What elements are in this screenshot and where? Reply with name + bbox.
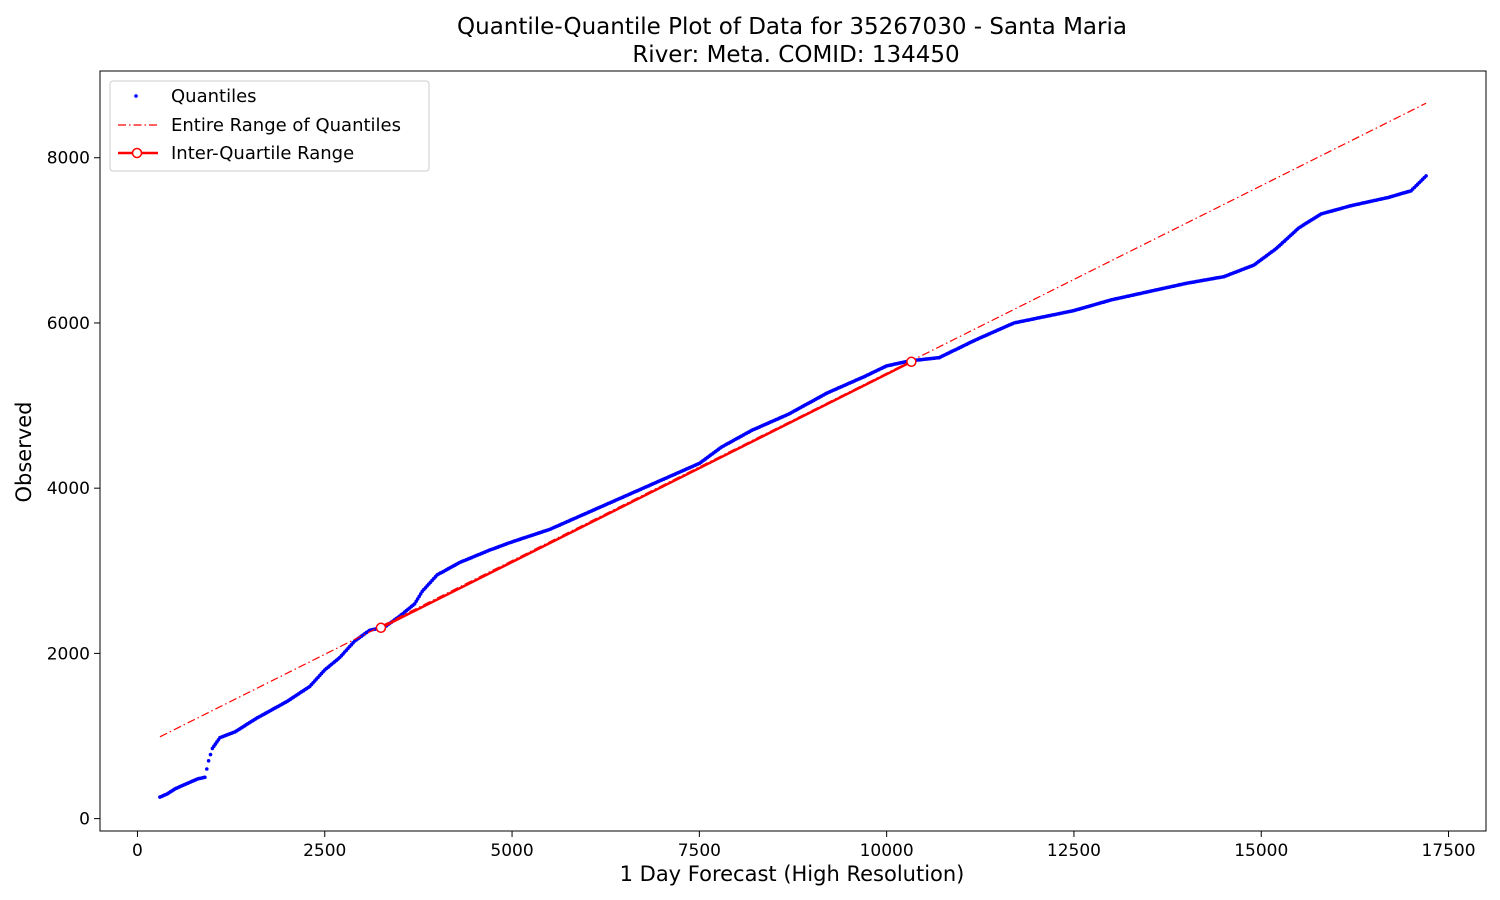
x-tick-label: 17500 bbox=[1421, 841, 1475, 861]
y-tick-label: 8000 bbox=[47, 149, 90, 169]
legend-entire-range-label: Entire Range of Quantiles bbox=[171, 115, 401, 136]
legend-iqr-marker bbox=[131, 147, 143, 159]
axes: 0 2500 5000 7500 10000 12500 15000 17500 0 2000 40… bbox=[47, 70, 1487, 861]
iqr-marker bbox=[375, 622, 387, 634]
y-tick-label: 0 bbox=[79, 810, 90, 830]
x-tick-label: 12500 bbox=[1047, 841, 1101, 861]
legend-quantiles-marker bbox=[134, 94, 138, 98]
quantile-point bbox=[1424, 174, 1428, 178]
x-tick-label: 5000 bbox=[490, 841, 533, 861]
entire-range-line bbox=[159, 102, 1427, 738]
quantile-point bbox=[205, 767, 209, 771]
y-tick-label: 6000 bbox=[47, 314, 90, 334]
quantile-point bbox=[208, 752, 213, 757]
y-tick-label: 4000 bbox=[47, 479, 90, 499]
y-tick-label: 2000 bbox=[47, 644, 90, 664]
plot-frame bbox=[99, 70, 1487, 832]
x-tick-label: 10000 bbox=[860, 841, 914, 861]
plot-content bbox=[158, 102, 1428, 799]
quantile-point bbox=[206, 759, 211, 763]
legend: Quantiles Entire Range of Quantiles Inte… bbox=[109, 80, 430, 172]
y-axis-label: Observed bbox=[12, 401, 36, 502]
x-tick-label: 2500 bbox=[303, 841, 346, 861]
x-tick-label: 15000 bbox=[1234, 841, 1288, 861]
iqr-marker bbox=[906, 356, 917, 368]
legend-quantiles-label: Quantiles bbox=[171, 86, 257, 107]
quantiles-series bbox=[158, 174, 1428, 799]
x-axis-label: 1 Day Forecast (High Resolution) bbox=[620, 862, 965, 886]
x-tick-label: 0 bbox=[132, 841, 143, 861]
iqr-line bbox=[380, 360, 912, 629]
chart-title: Quantile-Quantile Plot of Data for 35267… bbox=[457, 14, 1127, 40]
chart-subtitle: River: Meta. COMID: 134450 bbox=[632, 42, 959, 68]
quantile-point bbox=[203, 775, 207, 780]
legend-box bbox=[109, 80, 430, 172]
legend-iqr-label: Inter-Quartile Range bbox=[171, 143, 354, 164]
x-tick-label: 7500 bbox=[678, 841, 721, 861]
